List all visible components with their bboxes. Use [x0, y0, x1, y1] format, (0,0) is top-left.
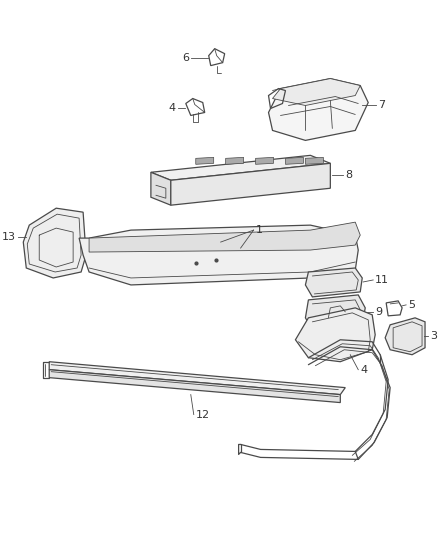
Text: 7: 7: [378, 101, 385, 110]
Circle shape: [333, 336, 337, 340]
Polygon shape: [23, 208, 86, 278]
Polygon shape: [255, 157, 273, 164]
Text: 4: 4: [169, 103, 176, 114]
Text: 12: 12: [196, 409, 210, 419]
Text: 11: 11: [375, 275, 389, 285]
Polygon shape: [89, 222, 360, 252]
Polygon shape: [286, 157, 304, 164]
Text: 4: 4: [360, 365, 367, 375]
Polygon shape: [226, 157, 244, 164]
Polygon shape: [49, 362, 345, 394]
Polygon shape: [268, 78, 368, 140]
Text: 6: 6: [182, 53, 189, 63]
Polygon shape: [151, 172, 171, 205]
Text: 9: 9: [375, 307, 382, 317]
Text: 5: 5: [408, 300, 415, 310]
Text: 8: 8: [345, 170, 353, 180]
Polygon shape: [305, 268, 362, 297]
Text: 13: 13: [2, 232, 16, 242]
Polygon shape: [196, 157, 214, 164]
Polygon shape: [151, 155, 330, 180]
Polygon shape: [296, 308, 375, 362]
Text: 3: 3: [430, 331, 437, 341]
Polygon shape: [385, 318, 425, 355]
Text: 1: 1: [255, 225, 262, 235]
Polygon shape: [305, 295, 365, 330]
Polygon shape: [272, 78, 360, 106]
Polygon shape: [171, 163, 330, 205]
Polygon shape: [79, 225, 358, 285]
Polygon shape: [49, 370, 340, 402]
Polygon shape: [305, 157, 323, 164]
